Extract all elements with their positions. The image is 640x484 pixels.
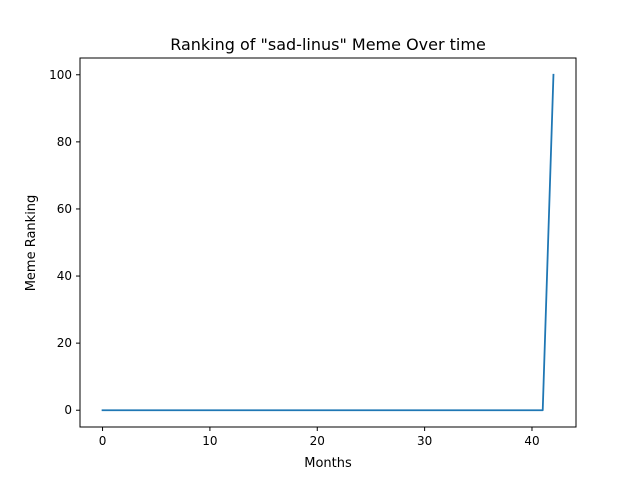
axes-frame: [79, 57, 577, 428]
x-tick-label: 20: [310, 434, 325, 448]
x-axis-label: Months: [304, 456, 352, 471]
y-axis-label: Meme Ranking: [24, 195, 39, 292]
plot-area: 0 10 20 30 40 0 20 40 60 80 100: [49, 57, 577, 448]
y-tick-label: 80: [57, 135, 72, 149]
chart-title: Ranking of "sad-linus" Meme Over time: [170, 35, 486, 54]
x-tick-label: 30: [417, 434, 432, 448]
x-tick-label: 40: [524, 434, 539, 448]
x-tick-label: 0: [99, 434, 107, 448]
y-tick-label: 20: [57, 336, 72, 350]
y-tick-label: 40: [57, 269, 72, 283]
y-tick-label: 0: [64, 403, 72, 417]
y-tick-label: 100: [49, 68, 72, 82]
series-line: [101, 73, 555, 412]
y-tick-label: 60: [57, 202, 72, 216]
x-tick-label: 10: [202, 434, 217, 448]
